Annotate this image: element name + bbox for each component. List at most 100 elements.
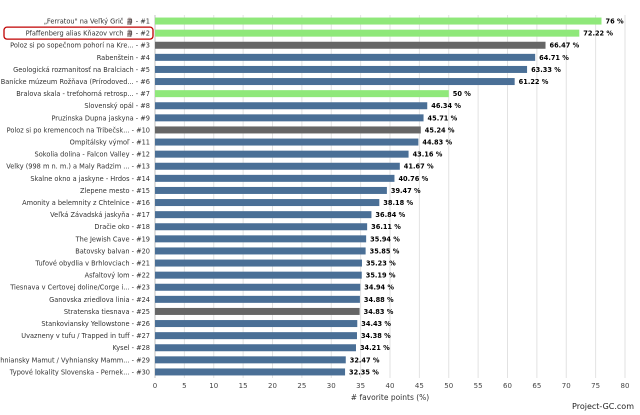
bar[interactable] (155, 90, 449, 98)
category-label[interactable]: Bralova skala - treťohorná retrosp... - … (16, 89, 150, 98)
x-tick-label: 80 (621, 382, 630, 390)
bar[interactable] (155, 174, 395, 182)
category-label[interactable]: Veľká Závadská jaskyňa - #17 (50, 211, 150, 219)
bar[interactable] (155, 102, 428, 110)
bar[interactable] (155, 65, 528, 73)
value-label: 41.67 % (404, 163, 434, 171)
category-label[interactable]: Pruzinska Dupna jaskyna - #9 (51, 114, 150, 122)
bar[interactable] (155, 271, 362, 279)
x-tick-label: 65 (532, 382, 541, 390)
bar[interactable] (155, 368, 346, 376)
category-label[interactable]: Sokolia dolina - Falcon Valley - #12 (35, 151, 150, 159)
category-label[interactable]: Dračie oko - #18 (94, 223, 150, 231)
category-label[interactable]: Ganovska zriedlova linia - #24 (49, 296, 150, 304)
category-label[interactable]: Pfaffenberg alias Kňazov vrch 🗿 - #2 (26, 30, 150, 38)
value-label: 72.22 % (583, 30, 613, 38)
category-label[interactable]: Zlepene mesto - #15 (80, 187, 150, 195)
x-axis-ticks: 0 5 10 15 20 25 30 35 40 45 50 55 60 65 70 75 80 (153, 382, 630, 390)
grid-lines (154, 15, 626, 378)
bar[interactable] (155, 307, 360, 315)
credit-label[interactable]: Project-GC.com (572, 402, 634, 411)
bar[interactable] (155, 211, 372, 219)
bar[interactable] (155, 126, 421, 134)
category-label[interactable]: Poloz si po sopečnom pohorí na Kre... - … (10, 42, 150, 50)
x-axis-title: # favorite points (%) (351, 393, 430, 402)
bar[interactable] (155, 53, 536, 61)
value-label: 35.94 % (370, 235, 400, 243)
value-label: 34.43 % (361, 320, 391, 328)
category-label[interactable]: Tufové obydlia v Brhlovciach - #21 (34, 259, 150, 267)
category-label[interactable]: Tiesnava v Certovej doline/Corge i... - … (9, 284, 150, 292)
value-label: 45.24 % (425, 126, 455, 134)
bar[interactable] (155, 320, 358, 328)
category-label[interactable]: Stratenska tiesnava - #25 (64, 308, 150, 316)
x-tick-label: 15 (239, 382, 248, 390)
x-tick-label: 45 (415, 382, 424, 390)
bar[interactable] (155, 259, 362, 267)
bar[interactable] (155, 17, 602, 25)
category-label[interactable]: Banícke múzeum Rožňava (Prírodoved... - … (1, 78, 150, 86)
category-label[interactable]: Uvazneny v tufu / Trapped in tuff - #27 (21, 332, 150, 340)
x-tick-label: 25 (297, 382, 306, 390)
category-label[interactable]: Rabenštein - #4 (97, 54, 150, 62)
category-label[interactable]: „Ferratou" na Veľký Grič 🗿 - #1 (44, 17, 150, 25)
bar[interactable] (155, 29, 580, 37)
value-label: 63.33 % (531, 66, 561, 74)
category-label[interactable]: Kysel - #28 (112, 344, 150, 352)
bar[interactable] (155, 78, 515, 86)
bar[interactable] (155, 247, 366, 255)
bar[interactable] (155, 223, 368, 231)
value-label: 36.11 % (371, 223, 401, 231)
category-labels: „Ferratou" na Veľký Grič 🗿 - #1 Pfaffenbe… (0, 17, 150, 376)
x-tick-label: 55 (474, 382, 483, 390)
bar[interactable] (155, 199, 380, 207)
category-label[interactable]: Poloz si po kremencoch na Tribečsk... - … (7, 126, 150, 134)
category-label[interactable]: Vyhniansky Mamut / Vyhniansky Mamm... - … (0, 356, 150, 364)
value-label: 32.35 % (349, 368, 379, 376)
value-label: 34.83 % (364, 308, 394, 316)
x-tick-label: 20 (268, 382, 277, 390)
x-tick-label: 60 (503, 382, 512, 390)
x-tick-label: 40 (386, 382, 395, 390)
value-label: 46.34 % (431, 102, 461, 110)
category-label[interactable]: Batovsky balvan - #20 (75, 247, 150, 255)
value-label: 35.23 % (366, 259, 396, 267)
category-label[interactable]: Velky (998 m n. m.) a Maly Radzim ... - … (6, 163, 150, 171)
category-label[interactable]: Ompitálsky výmoľ - #11 (70, 138, 150, 146)
bar[interactable] (155, 150, 409, 158)
category-label[interactable]: Slovenský opál - #8 (84, 102, 150, 110)
category-label[interactable]: Stankoviansky Yellowstone - #26 (41, 320, 150, 328)
bar[interactable] (155, 344, 356, 352)
value-label: 66.47 % (550, 42, 580, 50)
bar[interactable] (155, 283, 361, 291)
x-tick-label: 35 (356, 382, 365, 390)
value-label: 45.71 % (428, 114, 458, 122)
value-label: 34.38 % (361, 332, 391, 340)
x-tick-label: 10 (209, 382, 218, 390)
value-labels: 76 % 72.22 %66.47 % 64.71 % 63.33 % 61.22 % 5… (349, 17, 624, 376)
bar[interactable] (155, 295, 360, 303)
value-label: 64.71 % (539, 54, 569, 62)
x-tick-label: 30 (327, 382, 336, 390)
category-label[interactable]: Geologická rozmanitosť na Bralciach - #5 (13, 65, 150, 74)
value-label: 34.94 % (364, 284, 394, 292)
value-label: 44.83 % (422, 138, 452, 146)
bar[interactable] (155, 138, 419, 146)
bar[interactable] (155, 162, 400, 170)
bar[interactable] (155, 332, 357, 340)
bar[interactable] (155, 356, 346, 364)
category-label[interactable]: The Jewish Cave - #19 (75, 235, 150, 243)
bar[interactable] (155, 114, 424, 122)
bar[interactable] (155, 186, 387, 194)
highlight-box (3, 26, 154, 40)
category-label[interactable]: Asfaltový lom - #22 (85, 272, 150, 280)
bar[interactable] (155, 235, 367, 243)
category-label[interactable]: Typové lokality Slovenska - Pernek... - … (9, 368, 150, 376)
category-label[interactable]: Amonity a belemnity z Chtelnice - #16 (22, 199, 150, 207)
value-label: 38.18 % (383, 199, 413, 207)
value-label: 35.85 % (370, 247, 400, 255)
value-label: 35.19 % (366, 272, 396, 280)
bar[interactable] (155, 41, 546, 49)
category-label[interactable]: Skalne okno a jaskyne - Hrdos - #14 (30, 175, 150, 183)
